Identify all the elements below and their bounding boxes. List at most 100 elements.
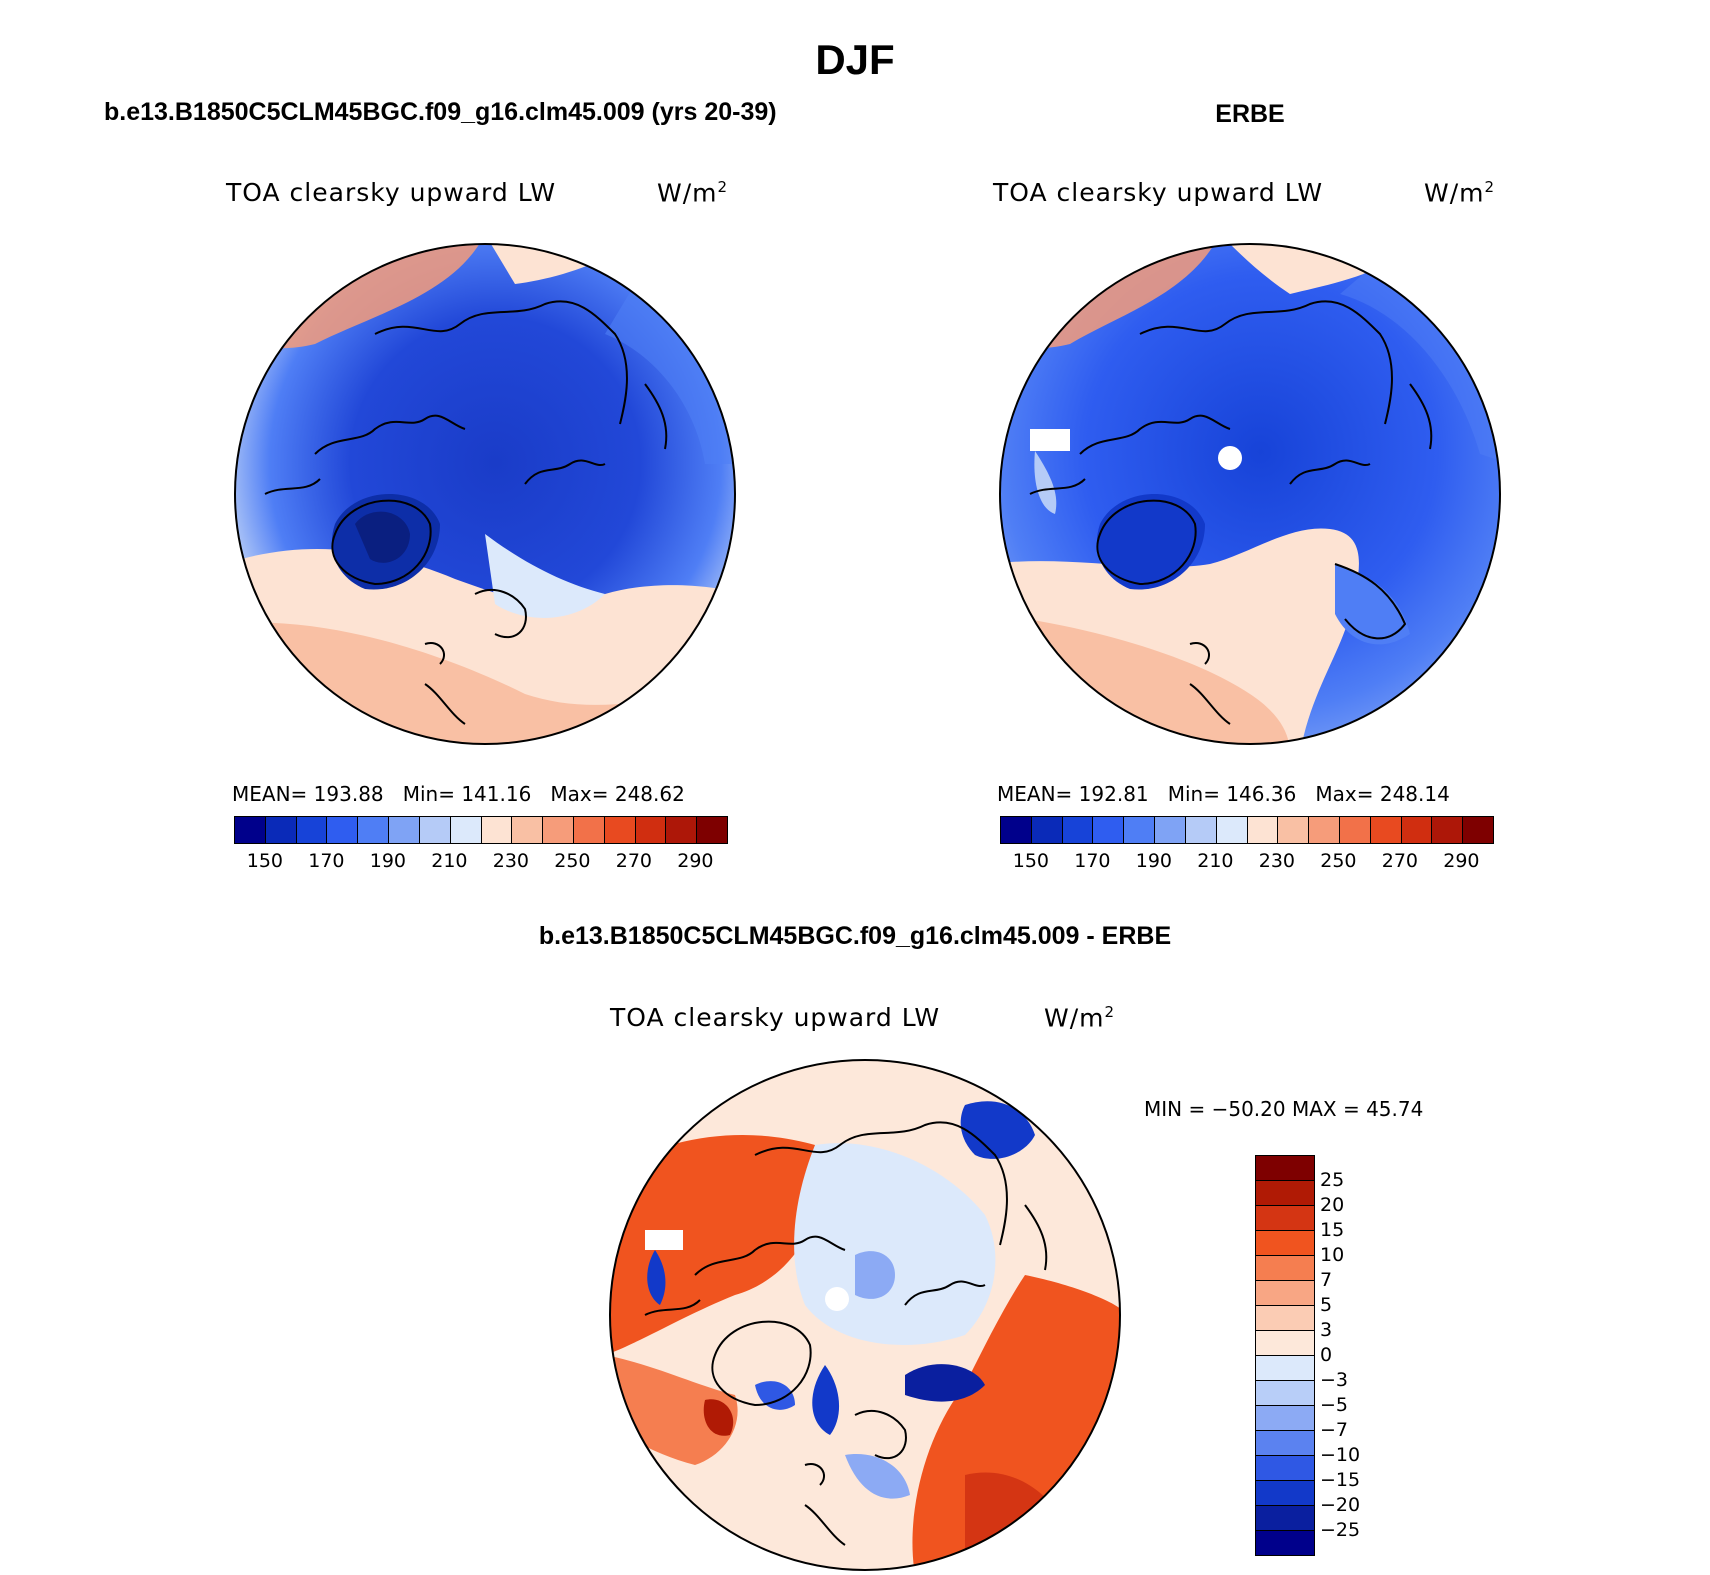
colorbar-swatch [1309,817,1340,843]
colorbar-swatch [1216,817,1248,843]
colorbar-tick-label: 230 [1258,850,1296,872]
colorbar-swatch [419,817,451,843]
colorbar-swatch [1256,1431,1314,1456]
colorbar-swatch [265,817,297,843]
colorbar-swatch [1031,817,1063,843]
colorbar-swatch [1256,1506,1314,1531]
colorbar-swatch [1124,817,1156,843]
colorbar-tick-label: 15 [1320,1219,1345,1241]
colorbar-swatch [1256,1181,1314,1206]
colorbar-tick-label: 270 [1381,850,1419,872]
colorbar-swatch [1256,1531,1314,1555]
colorbar-swatch [1256,1481,1314,1506]
colorbar-tick-label: −7 [1320,1419,1349,1441]
colorbar-swatch [1185,817,1217,843]
colorbar-tick-label: 20 [1320,1194,1345,1216]
colorbar-tick-label: 230 [492,850,530,872]
colorbar-swatch [635,817,667,843]
model-colorbar-ticks: 150 170 190 210 230 250 270 290 [234,850,726,874]
colorbar-swatch [666,817,698,843]
colorbar-swatch [1256,1356,1314,1381]
diff-polar-map [609,1059,1121,1571]
obs-polar-map [999,243,1501,745]
diff-variable-label: TOA clearsky upward LW [610,1003,941,1032]
model-variable-label: TOA clearsky upward LW [226,178,557,207]
diff-panel-title: b.e13.B1850C5CLM45BGC.f09_g16.clm45.009 … [538,922,1172,950]
colorbar-swatch [1155,817,1186,843]
colorbar-swatch [697,817,727,843]
colorbar-swatch [1256,1306,1314,1331]
colorbar-tick-label: −20 [1320,1494,1361,1516]
figure-title: DJF [815,36,895,83]
colorbar-tick-label: 25 [1320,1169,1345,1191]
colorbar-swatch [604,817,636,843]
colorbar-tick-label: −10 [1320,1444,1361,1466]
colorbar-tick-label: 150 [1012,850,1050,872]
colorbar-swatch [1256,1156,1314,1181]
colorbar-tick-label: −25 [1320,1519,1361,1541]
colorbar-swatch [1401,817,1433,843]
colorbar-swatch [1256,1381,1314,1406]
colorbar-tick-label: 10 [1320,1244,1345,1266]
colorbar-swatch [389,817,420,843]
colorbar-swatch [1256,1206,1314,1231]
colorbar-tick-label: 290 [1443,850,1480,872]
colorbar-tick-label: −15 [1320,1469,1361,1491]
colorbar-tick-label: 190 [1135,850,1173,872]
colorbar-swatch [481,817,513,843]
colorbar-swatch [450,817,482,843]
colorbar-tick-label: 5 [1320,1294,1333,1316]
colorbar-swatch [512,817,544,843]
model-polar-map [234,243,736,745]
colorbar-tick-label: 210 [431,850,468,872]
colorbar-tick-label: 170 [1074,850,1111,872]
obs-units-label: W/m2 [1424,178,1496,208]
obs-colorbar-ticks: 150 170 190 210 230 250 270 290 [1000,850,1492,874]
colorbar-swatch [1256,1231,1314,1256]
obs-variable-label: TOA clearsky upward LW [993,178,1324,207]
colorbar-tick-label: 270 [615,850,653,872]
colorbar-swatch [1432,817,1464,843]
colorbar-tick-label: 190 [369,850,407,872]
colorbar-tick-label: 290 [677,850,714,872]
colorbar-swatch [1256,1256,1314,1281]
colorbar-swatch [1339,817,1371,843]
colorbar-tick-label: 170 [308,850,345,872]
model-stats: MEAN= 193.88 Min= 141.16 Max= 248.62 [232,782,685,806]
colorbar-swatch [1256,1281,1314,1306]
diff-colorbar [1255,1155,1315,1556]
obs-colorbar [1000,816,1494,844]
colorbar-tick-label: 3 [1320,1319,1333,1341]
colorbar-tick-label: 0 [1320,1344,1333,1366]
colorbar-tick-label: −3 [1320,1369,1349,1391]
colorbar-tick-label: 150 [246,850,284,872]
model-units-label: W/m2 [657,178,729,208]
colorbar-swatch [1001,817,1032,843]
colorbar-swatch [358,817,390,843]
colorbar-swatch [1370,817,1402,843]
colorbar-swatch [543,817,574,843]
colorbar-tick-label: 250 [554,850,591,872]
colorbar-tick-label: 7 [1320,1269,1333,1291]
colorbar-swatch [1062,817,1094,843]
model-panel-title: b.e13.B1850C5CLM45BGC.f09_g16.clm45.009 … [104,98,777,126]
colorbar-tick-label: 250 [1320,850,1357,872]
diff-minmax: MIN = −50.20 MAX = 45.74 [1144,1097,1424,1121]
colorbar-tick-label: 210 [1197,850,1234,872]
colorbar-swatch [573,817,605,843]
colorbar-swatch [327,817,359,843]
colorbar-swatch [296,817,328,843]
obs-panel-title: ERBE [1215,100,1285,128]
obs-stats: MEAN= 192.81 Min= 146.36 Max= 248.14 [997,782,1450,806]
colorbar-tick-label: −5 [1320,1394,1349,1416]
colorbar-swatch [1256,1406,1314,1431]
colorbar-swatch [1278,817,1310,843]
colorbar-swatch [1247,817,1279,843]
colorbar-swatch [235,817,266,843]
diff-units-label: W/m2 [1044,1003,1116,1033]
colorbar-swatch [1256,1331,1314,1356]
model-colorbar [234,816,728,844]
diff-colorbar-ticks: 25 20 15 10 7 5 3 0 −3 −5 −7 −10 −15 −20 −25 [1320,1155,1400,1555]
colorbar-swatch [1093,817,1125,843]
colorbar-swatch [1256,1456,1314,1481]
